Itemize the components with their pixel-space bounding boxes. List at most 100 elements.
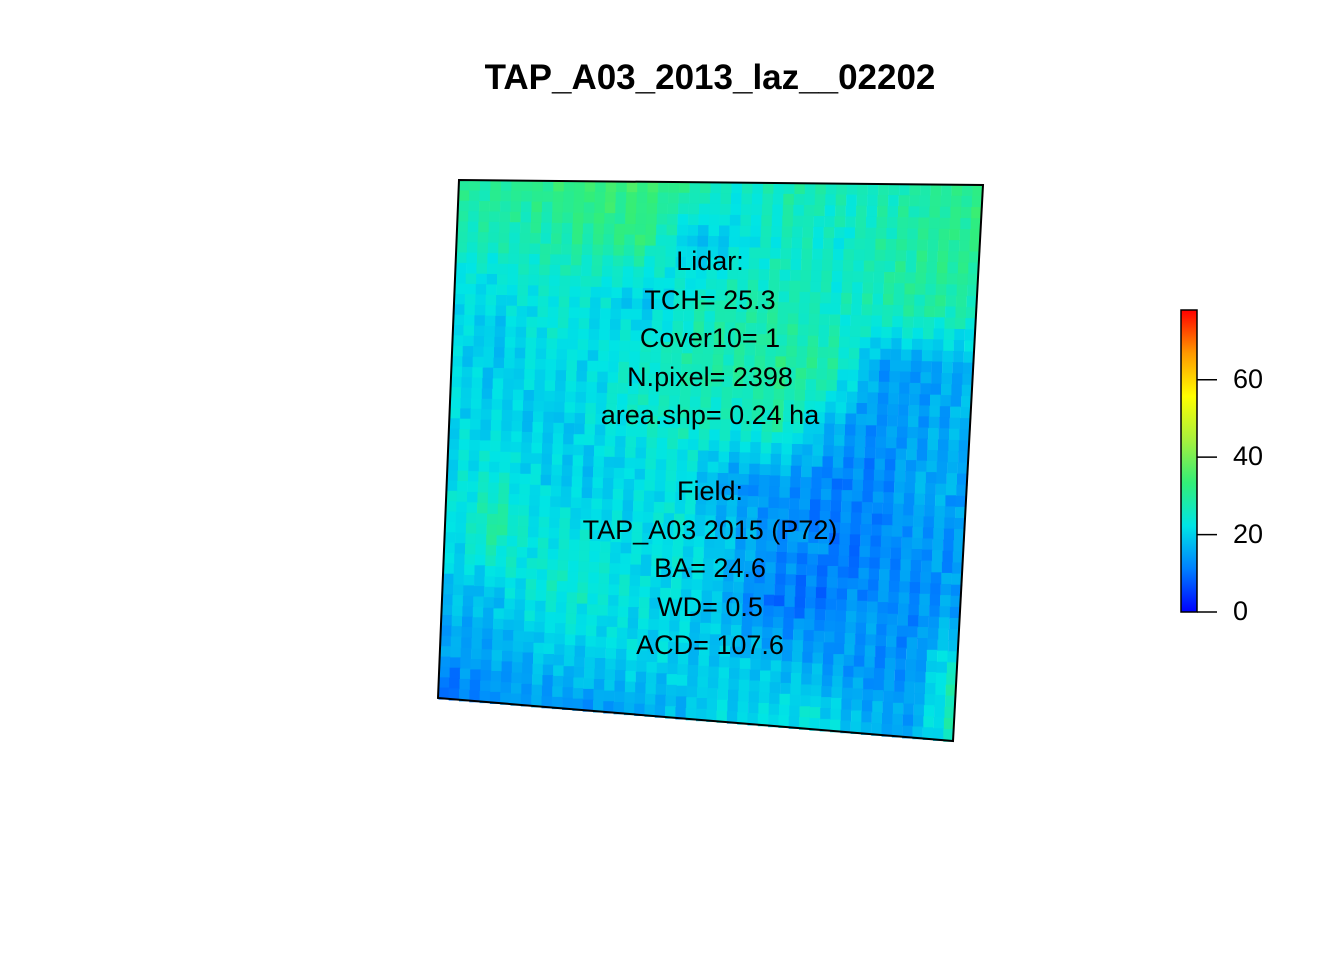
raster-cell (906, 250, 917, 263)
raster-cell (703, 321, 715, 334)
raster-cell (944, 506, 956, 519)
raster-cell (914, 493, 925, 507)
raster-cell (464, 294, 476, 306)
raster-cell (589, 308, 601, 320)
raster-cell (942, 361, 953, 375)
raster-cell (781, 237, 792, 250)
raster-cell (903, 692, 915, 706)
raster-cell (794, 183, 806, 195)
raster-cell (568, 307, 580, 319)
raster-cell (766, 334, 777, 347)
raster-cell (624, 681, 636, 694)
raster-cell (780, 672, 792, 685)
raster-cell (723, 570, 734, 583)
raster-cell (904, 681, 915, 695)
raster-cell (864, 656, 875, 669)
raster-cell (866, 623, 877, 636)
raster-cell (482, 378, 494, 390)
raster-cell (924, 306, 935, 319)
raster-cell (901, 338, 913, 351)
raster-cell (686, 257, 697, 269)
raster-cell (875, 646, 886, 659)
raster-cell (606, 393, 618, 406)
raster-cell (856, 600, 868, 614)
raster-cell (607, 616, 618, 629)
raster-cell (816, 368, 828, 381)
raster-cell (494, 347, 505, 359)
raster-cell (577, 349, 589, 362)
raster-cell (911, 349, 922, 362)
raster-cell (956, 295, 967, 308)
raster-cell (678, 642, 689, 656)
raster-cell (781, 454, 792, 467)
raster-cell (553, 412, 565, 425)
raster-cell (448, 449, 459, 462)
raster-cell (449, 418, 461, 430)
raster-cell (930, 195, 941, 208)
raster-cell (658, 405, 669, 418)
raster-cell (884, 261, 896, 273)
raster-cell (945, 495, 956, 508)
raster-cell (772, 204, 783, 217)
raster-cell (568, 550, 580, 563)
raster-cell (874, 657, 886, 670)
raster-cell (621, 521, 633, 534)
raster-cell (930, 583, 941, 596)
raster-cell (840, 314, 851, 327)
raster-cell (895, 459, 906, 472)
raster-cell (507, 274, 519, 286)
raster-cell (888, 195, 899, 207)
raster-cell (506, 556, 517, 569)
raster-cell (827, 358, 839, 371)
raster-cell (641, 309, 653, 322)
raster-cell (894, 680, 905, 694)
raster-cell (696, 482, 707, 495)
raster-cell (470, 419, 481, 431)
raster-cell (660, 577, 672, 590)
raster-cell (759, 681, 770, 694)
raster-cell (951, 184, 963, 197)
raster-cell (640, 330, 652, 343)
raster-cell (525, 589, 536, 602)
raster-cell (552, 675, 564, 689)
raster-cell (814, 619, 825, 633)
raster-cell (884, 657, 896, 671)
raster-cell (556, 581, 568, 594)
raster-cell (612, 499, 624, 512)
raster-cell (719, 430, 731, 442)
raster-cell (614, 223, 626, 236)
raster-cell (833, 445, 845, 458)
raster-cell (924, 494, 936, 507)
raster-cell (611, 276, 623, 289)
raster-cell (654, 267, 665, 279)
raster-cell (734, 344, 745, 357)
raster-cell (681, 353, 693, 366)
raster-cell (836, 183, 847, 196)
raster-cell (450, 657, 461, 670)
raster-cell (972, 184, 984, 197)
raster-cell (511, 180, 523, 192)
raster-cell (951, 584, 962, 598)
raster-cell (840, 303, 852, 316)
raster-cell (456, 242, 468, 254)
raster-cell (579, 297, 591, 309)
raster-cell (926, 261, 938, 274)
raster-cell (617, 606, 629, 619)
raster-cell (918, 615, 929, 629)
raster-cell (766, 540, 777, 553)
raster-cell (910, 360, 922, 374)
raster-cell (712, 580, 724, 593)
raster-cell (541, 453, 553, 466)
raster-cell (777, 313, 789, 325)
raster-cell (627, 394, 639, 406)
raster-cell (871, 712, 883, 725)
raster-cell (861, 502, 873, 515)
raster-cell (698, 429, 710, 442)
raster-cell (969, 240, 981, 253)
raster-cell (898, 206, 909, 219)
raster-cell (876, 414, 888, 427)
raster-cell (455, 262, 467, 275)
raster-cell (783, 411, 794, 424)
raster-cell (639, 586, 651, 599)
raster-cell (605, 648, 617, 661)
